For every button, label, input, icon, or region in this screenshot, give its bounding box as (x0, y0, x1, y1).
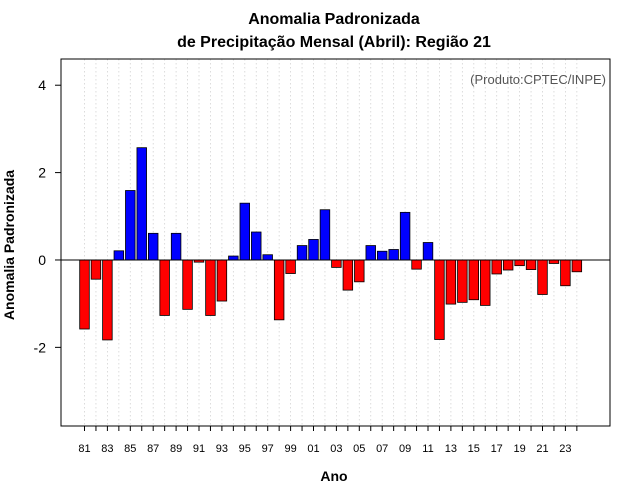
bar-93 (216, 259, 228, 302)
x-tick-label: 17 (491, 443, 503, 455)
source-note: (Produto:CPTEC/INPE) (470, 72, 606, 87)
bar-09 (399, 211, 411, 261)
bar-95 (239, 202, 251, 261)
bar-85 (125, 190, 136, 261)
x-tick-label: 95 (239, 443, 251, 455)
x-tick-label: 11 (422, 443, 433, 455)
bar-10 (411, 259, 422, 270)
bar-19 (514, 259, 525, 267)
y-tick-label: -2 (34, 339, 47, 355)
plot-frame (60, 58, 611, 427)
x-tick-label: 81 (78, 443, 90, 455)
x-tick-label: 99 (284, 443, 296, 455)
x-tick-label: 85 (124, 443, 136, 455)
bar-12 (434, 259, 445, 340)
bar-92 (205, 259, 216, 316)
bar-08 (388, 249, 399, 261)
bar-89 (170, 232, 182, 261)
bar-86 (136, 147, 147, 261)
x-tick-label: 89 (170, 443, 182, 455)
x-tick-label: 03 (330, 443, 342, 455)
bar-99 (285, 259, 296, 274)
bar-20 (525, 259, 537, 270)
bar-01 (308, 239, 319, 261)
bar-14 (457, 259, 468, 303)
x-tick-label: 91 (193, 443, 205, 455)
x-tick-label: 23 (559, 443, 571, 455)
bar-05 (354, 259, 365, 283)
bar-07 (376, 250, 388, 261)
bar-15 (468, 259, 480, 301)
bar-81 (79, 259, 90, 330)
grid-lines (84, 59, 578, 426)
y-tick-label: 4 (38, 77, 46, 93)
x-tick-label: 09 (399, 443, 411, 455)
chart-title-line1: Anomalia Padronizada (248, 11, 420, 28)
x-tick-label: 19 (513, 443, 525, 455)
y-axis: -2 0 2 4 (34, 77, 61, 355)
bar-82 (90, 259, 102, 280)
y-tick-label: 0 (38, 252, 46, 268)
bar-13 (445, 259, 457, 305)
x-tick-label: 87 (147, 443, 159, 455)
y-tick-label: 2 (38, 165, 46, 181)
bar-11 (422, 242, 434, 261)
bar-87 (147, 232, 159, 261)
x-tick-label: 97 (262, 443, 274, 455)
bar-02 (319, 209, 331, 261)
bar-16 (480, 259, 491, 306)
bar-04 (342, 259, 354, 291)
x-tick-label: 83 (101, 443, 113, 455)
bar-94 (228, 255, 239, 261)
bar-03 (331, 259, 342, 268)
y-axis-title: Anomalia Padronizada (1, 170, 17, 320)
bar-18 (502, 259, 514, 271)
bars (79, 147, 583, 341)
x-tick-label: 07 (376, 443, 388, 455)
x-tick-label: 21 (536, 443, 548, 455)
bar-98 (273, 259, 285, 321)
bar-90 (182, 259, 193, 310)
x-tick-label: 93 (216, 443, 228, 455)
bar-88 (159, 259, 170, 316)
bar-21 (537, 259, 548, 295)
bar-24 (571, 259, 583, 273)
bar-83 (102, 259, 113, 341)
x-axis-title: Ano (320, 468, 347, 484)
x-tick-label: 15 (468, 443, 480, 455)
chart-title-line2: de Precipitação Mensal (Abril): Região 2… (177, 34, 491, 51)
x-tick-label: 01 (307, 443, 319, 455)
bar-23 (560, 259, 571, 287)
x-axis: 81 83 85 87 89 91 93 95 97 99 01 03 05 07 09 11 13 15 17 19… (78, 426, 578, 455)
bar-97 (262, 254, 273, 261)
bar-84 (113, 250, 125, 261)
bar-00 (296, 245, 308, 261)
x-tick-label: 05 (353, 443, 365, 455)
bar-96 (251, 231, 262, 261)
bar-22 (548, 259, 560, 264)
bar-17 (491, 259, 502, 275)
bar-06 (365, 245, 376, 261)
x-tick-label: 13 (445, 443, 457, 455)
